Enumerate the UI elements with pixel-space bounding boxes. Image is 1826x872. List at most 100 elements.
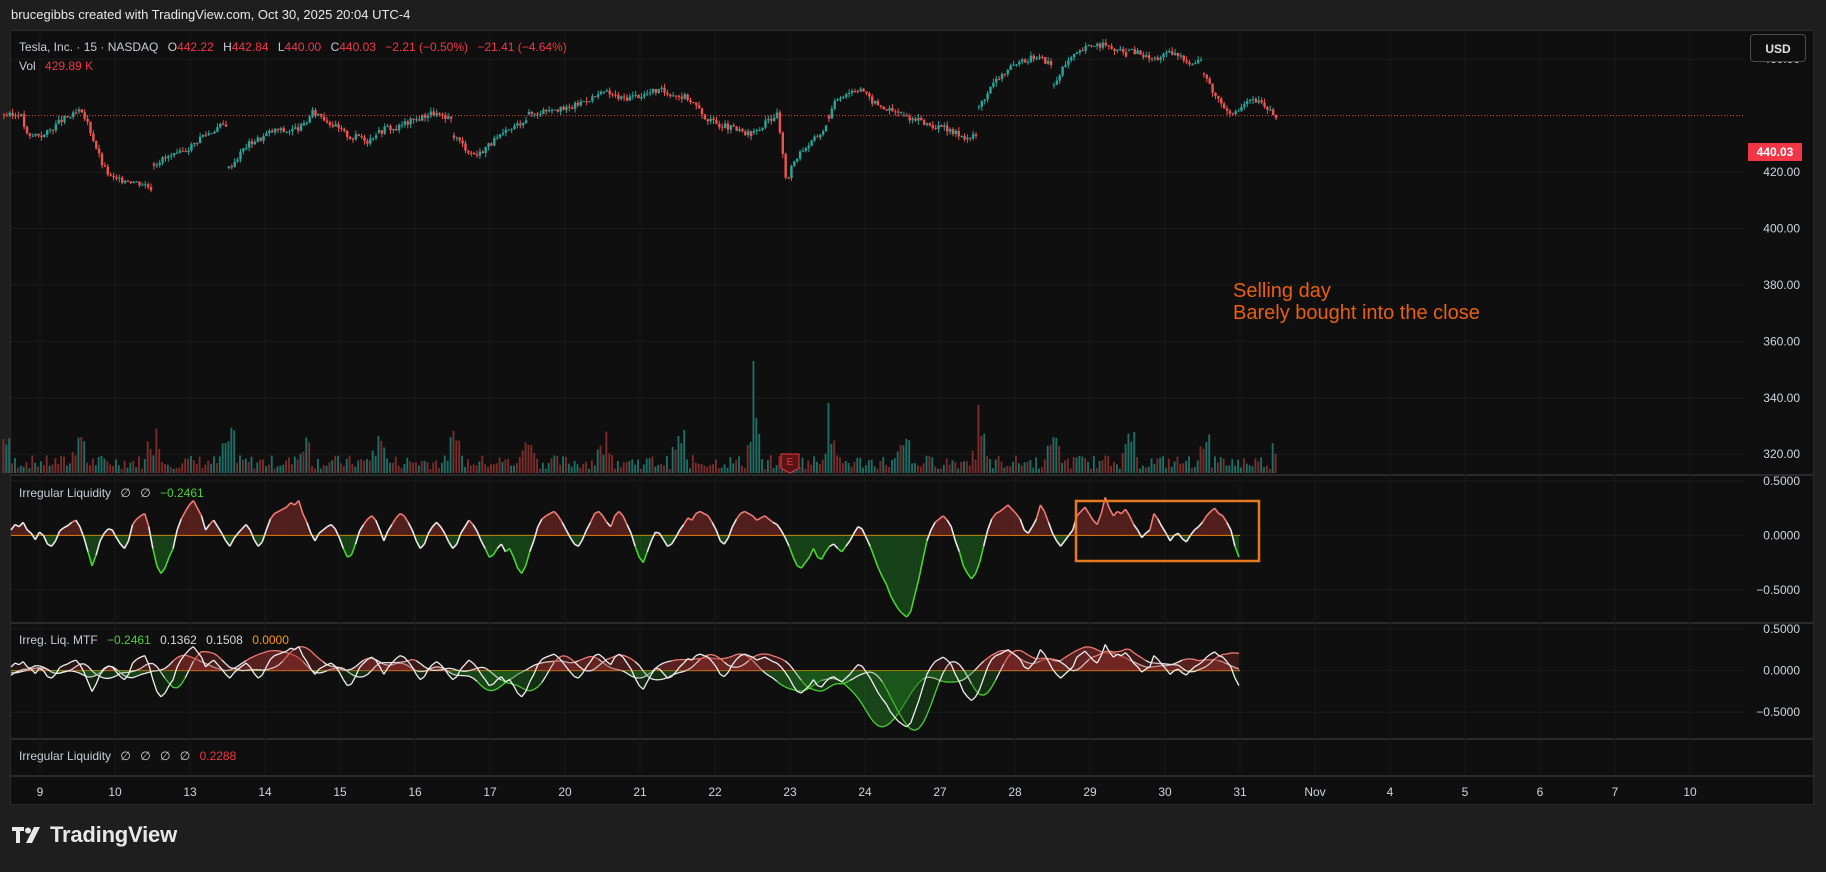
mtf-mid-line	[740, 663, 745, 667]
mtf-slow-line	[983, 657, 989, 662]
volume-bar	[645, 458, 648, 473]
liquidity-line	[456, 532, 462, 545]
volume-bar	[207, 460, 210, 473]
mtf-fast-fill	[351, 670, 356, 685]
volume-bar	[1118, 468, 1121, 473]
mtf-mid-line	[1181, 667, 1187, 672]
liquidity-line	[995, 510, 1001, 515]
mtf-mid-line	[934, 682, 940, 694]
mtf-slow-line	[987, 654, 993, 659]
volume-bar	[732, 463, 735, 473]
liquidity-line	[1068, 529, 1074, 536]
candle-body	[343, 128, 346, 131]
mtf-slow-fill	[663, 661, 668, 671]
mtf-fast-fill	[51, 670, 56, 679]
mtf-mid-line	[1129, 648, 1135, 654]
candle-body	[351, 139, 355, 141]
volume-bar	[1092, 456, 1095, 473]
candle-body	[320, 114, 323, 117]
liquidity-fill	[521, 535, 526, 574]
volume-bar	[680, 443, 683, 473]
volume-bar	[640, 468, 642, 473]
candle-body	[328, 122, 332, 126]
mtf-fast-line	[1198, 661, 1203, 666]
currency-button[interactable]: USD	[1750, 34, 1806, 62]
mtf-fast-line	[780, 666, 786, 673]
volume-bar	[389, 462, 391, 473]
pane3-legend[interactable]: Irreg. Liq. MTF −0.2461 0.1362 0.1508 0.…	[19, 633, 295, 647]
liquidity-line	[731, 518, 738, 528]
tradingview-logo[interactable]: TradingView	[12, 822, 177, 848]
liquidity-fill	[92, 535, 97, 566]
liquidity-line	[553, 510, 559, 517]
candle-body	[594, 96, 597, 98]
mtf-fast-line	[991, 655, 997, 660]
candle-body	[415, 119, 418, 121]
mtf-fast-line	[140, 655, 145, 658]
mtf-mid-line	[1202, 665, 1207, 669]
volume-bar	[464, 466, 466, 473]
mtf-fast-line	[679, 662, 685, 668]
symbol-title[interactable]: Tesla, Inc. · 15 · NASDAQ	[19, 40, 159, 54]
mtf-fast-line	[958, 681, 965, 692]
mtf-mid-fill	[906, 670, 911, 730]
mtf-slow-line	[500, 682, 506, 687]
candle-body	[501, 132, 505, 135]
liquidity-line	[889, 594, 896, 604]
candle-body	[1021, 59, 1024, 62]
liquidity-line	[472, 524, 478, 532]
candle-body	[1194, 63, 1197, 65]
volume-bar	[1078, 455, 1081, 473]
mtf-slow-line	[1177, 659, 1183, 663]
candle-body	[109, 174, 112, 176]
volume-bar	[948, 464, 951, 473]
mtf-fast-line	[1137, 666, 1143, 673]
pane4-legend[interactable]: Irregular Liquidity ∅ ∅ ∅ ∅ 0.2288	[19, 749, 242, 763]
mtf-tick-label: 0.0000	[1763, 664, 1800, 678]
volume-bar	[504, 459, 507, 473]
candle-body	[573, 102, 577, 109]
candle-body	[859, 88, 862, 92]
mtf-mid-line	[481, 666, 486, 669]
liquidity-line	[557, 515, 563, 523]
volume-bar	[31, 455, 34, 473]
mtf-fast-fill	[687, 658, 692, 671]
mtf-fast-line	[971, 696, 977, 702]
liquidity-fill	[347, 535, 352, 558]
volume-bar	[896, 451, 899, 473]
mtf-slow-fill	[801, 670, 806, 692]
mtf-mid-fill	[294, 646, 299, 671]
mtf-fast-line	[1031, 658, 1037, 666]
liquidity-line	[54, 530, 61, 542]
liquidity-line	[79, 526, 85, 538]
volume-bar	[937, 468, 939, 473]
mtf-fast-line	[910, 711, 916, 724]
mtf-fast-line	[962, 691, 968, 698]
mtf-slow-fill	[1117, 654, 1122, 671]
candle-body	[625, 97, 629, 101]
mtf-fast-fill	[554, 654, 559, 671]
mtf-mid-line	[1060, 661, 1066, 666]
mtf-mid-line	[399, 661, 405, 663]
chart-annotation[interactable]: Selling day Barely bought into the close	[1233, 280, 1480, 324]
liquidity-fill	[160, 535, 166, 574]
mtf-fast-line	[152, 679, 158, 692]
volume-bar	[83, 441, 86, 473]
pane2-legend[interactable]: Irregular Liquidity ∅ ∅ −0.2461	[19, 486, 210, 500]
volume-bar	[383, 447, 386, 473]
liquidity-line	[47, 543, 52, 547]
candle-body	[1156, 57, 1159, 60]
liquidity-line	[999, 507, 1005, 513]
volume-bar	[501, 461, 504, 473]
candle-body	[1064, 64, 1067, 67]
mtf-slow-line	[930, 676, 936, 680]
liquidity-line	[618, 510, 624, 517]
candle-body	[891, 107, 894, 112]
mtf-mid-fill	[306, 648, 311, 671]
mtf-mid-line	[1177, 664, 1183, 669]
mtf-fast-line	[310, 668, 316, 675]
chart-canvas[interactable]: 460.00420.00400.00380.00360.00340.00320.…	[0, 0, 1826, 806]
volume-bar	[158, 449, 161, 473]
mtf-mid-line	[918, 722, 924, 729]
liquidity-line	[934, 518, 940, 523]
